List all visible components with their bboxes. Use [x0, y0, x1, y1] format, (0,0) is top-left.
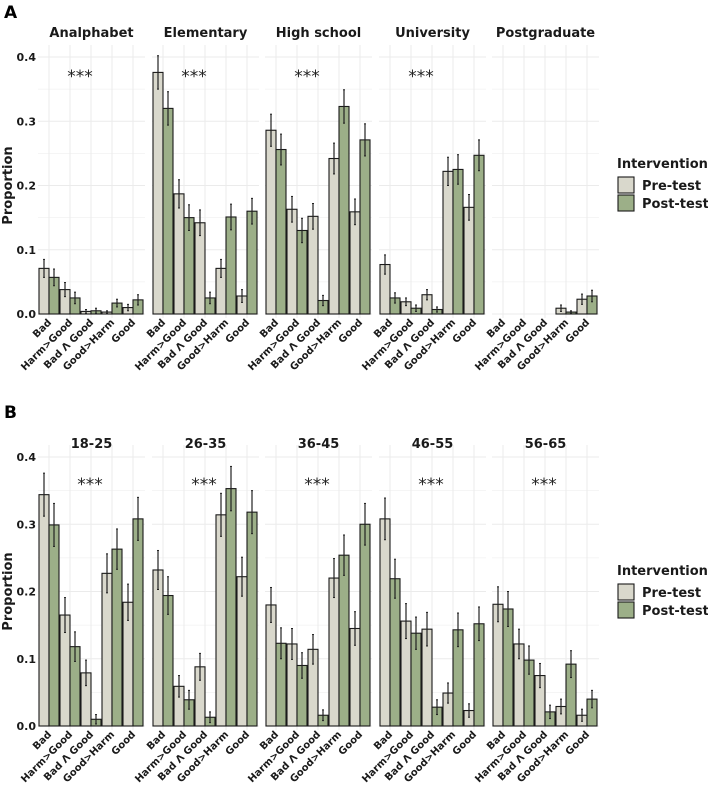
x-tick-label: Good	[224, 317, 252, 345]
x-tick-label: Good	[451, 317, 479, 345]
y-tick-label: 0.1	[17, 653, 37, 666]
significance-annotation: ***	[191, 475, 217, 495]
bar-pre	[442, 170, 454, 315]
y-tick-label: 0.2	[17, 180, 37, 193]
bar-post	[473, 154, 485, 315]
bar-post	[111, 548, 123, 727]
legend-swatch-pre	[617, 583, 635, 601]
bar-post	[225, 488, 237, 727]
significance-annotation: ***	[77, 475, 103, 495]
legend-label: Pre-test	[642, 586, 701, 601]
y-tick-label: 0.4	[17, 451, 37, 464]
y-tick-label: 0.1	[17, 244, 37, 257]
bar-pre	[215, 514, 227, 727]
x-tick-label: Good	[451, 729, 479, 757]
x-tick-label: Good	[564, 317, 592, 345]
y-tick-label: 0.0	[17, 308, 37, 321]
bar-post	[162, 107, 174, 315]
legend-swatch-post	[617, 194, 635, 212]
facet-title: High school	[276, 26, 361, 41]
bar-post	[246, 511, 258, 727]
bar-post	[246, 210, 258, 315]
facet-title: 46-55	[412, 437, 454, 452]
bar-post	[183, 217, 195, 315]
bar-pre	[194, 222, 206, 315]
x-tick-label: Good	[337, 317, 365, 345]
legend-label: Post-test	[642, 197, 708, 212]
facet-title: 18-25	[71, 437, 113, 452]
y-tick-label: 0.4	[17, 51, 37, 64]
bar-pre	[349, 211, 361, 315]
legend-swatch-post	[617, 601, 635, 619]
significance-annotation: ***	[67, 67, 93, 87]
significance-annotation: ***	[304, 475, 330, 495]
bar-pre	[286, 208, 298, 315]
x-tick-label: Good	[337, 729, 365, 757]
facet-title: University	[395, 26, 470, 41]
bar-pre	[328, 577, 340, 727]
facet-title: Postgraduate	[496, 26, 595, 41]
bar-pre	[463, 206, 475, 315]
significance-annotation: ***	[531, 475, 557, 495]
significance-annotation: ***	[294, 67, 320, 87]
y-tick-label: 0.2	[17, 586, 37, 599]
bar-post	[338, 105, 350, 315]
bar-post	[132, 518, 144, 727]
y-tick-label: 0.0	[17, 720, 37, 733]
bar-pre	[173, 193, 185, 315]
facet-title: 56-65	[525, 437, 567, 452]
bar-pre	[152, 569, 164, 727]
bar-post	[48, 524, 60, 727]
legend-label: Post-test	[642, 604, 708, 619]
x-tick-label: Good	[110, 729, 138, 757]
bar-pre	[101, 572, 113, 727]
legend-title: Intervention	[617, 564, 708, 579]
bar-post	[162, 594, 174, 727]
bar-post	[452, 168, 464, 315]
bar-pre	[38, 494, 50, 727]
bar-pre	[236, 576, 248, 727]
x-tick-label: Good	[110, 317, 138, 345]
y-tick-label: 0.3	[17, 518, 37, 531]
x-tick-label: Good	[564, 729, 592, 757]
legend-title: Intervention	[617, 157, 708, 172]
panel-tag: A	[4, 3, 18, 23]
bar-pre	[152, 71, 164, 315]
significance-annotation: ***	[418, 475, 444, 495]
legend-label: Pre-test	[642, 179, 701, 194]
y-axis-label: Proportion	[1, 552, 16, 630]
x-tick-label: Good	[224, 729, 252, 757]
facet-title: 36-45	[298, 437, 340, 452]
significance-annotation: ***	[408, 67, 434, 87]
bar-post	[225, 216, 237, 315]
bar-pre	[307, 215, 319, 315]
panel-tag: B	[4, 403, 17, 423]
bar-post	[338, 554, 350, 727]
y-tick-label: 0.3	[17, 115, 37, 128]
facet-title: Elementary	[164, 26, 248, 41]
facet-title: 26-35	[185, 437, 227, 452]
bar-pre	[328, 157, 340, 315]
bar-post	[359, 523, 371, 727]
facet-title: Analphabet	[49, 26, 133, 41]
bar-pre	[379, 518, 391, 727]
bar-post	[389, 578, 401, 727]
bar-pre	[265, 604, 277, 727]
legend-swatch-pre	[617, 176, 635, 194]
significance-annotation: ***	[181, 67, 207, 87]
bar-pre	[492, 603, 504, 727]
bar-post	[359, 139, 371, 315]
bar-post	[275, 148, 287, 315]
y-axis-label: Proportion	[1, 146, 16, 224]
bar-pre	[265, 129, 277, 315]
